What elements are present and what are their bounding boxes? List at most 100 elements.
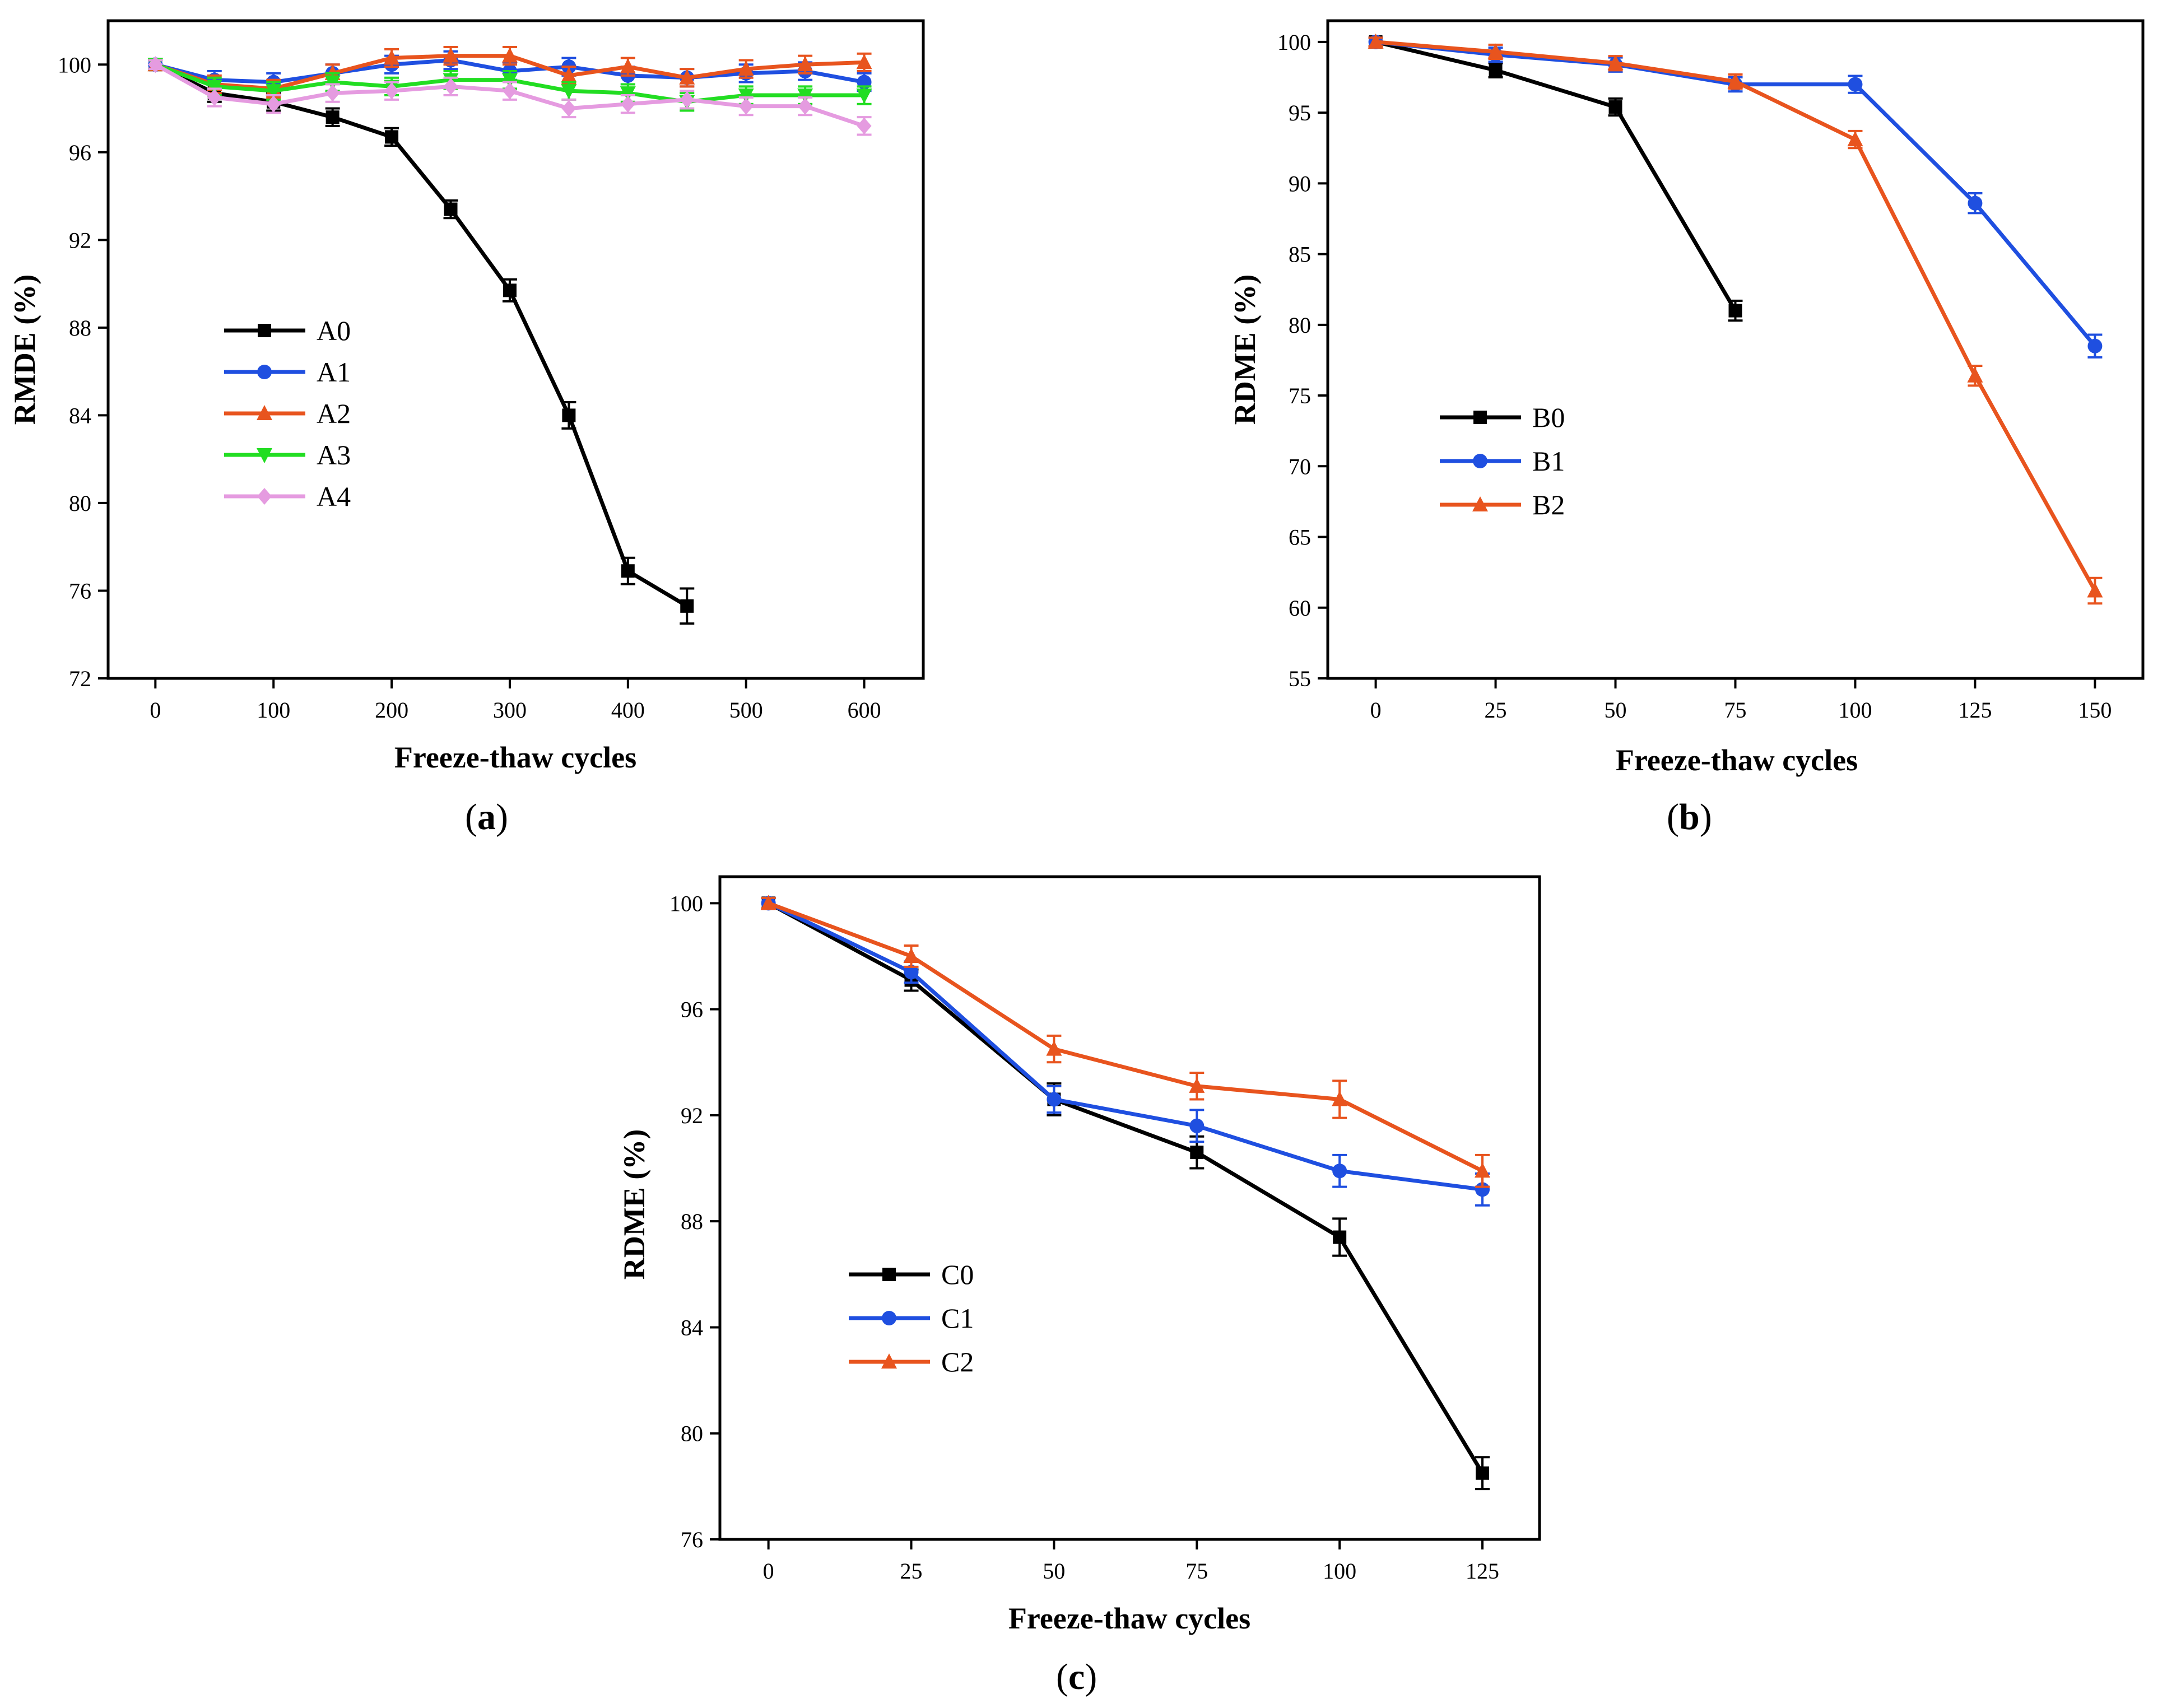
legend-label-B0: B0 [1532,402,1565,433]
point-C2 [1332,1091,1348,1106]
point-C2 [760,895,776,910]
panel-a: 0 100 200 300 400 500 600 72 76 80 84 88 92 96 100 A0… [8,19,925,837]
x-axis-title-a: Freeze-thaw cycles [394,741,636,774]
point-B2 [1607,54,1624,70]
legend-b: B0 B1 B2 [1440,402,1565,520]
point-B2 [2087,582,2103,598]
legend-label-A3: A3 [317,439,351,471]
panel-b: 0 25 50 75 100 125 150 55 60 65 70 75 80 85 90 95 100 B… [1228,19,2145,837]
y-tick-label: 100 [58,52,91,77]
legend-marker-B0 [1473,411,1487,424]
legend-label-C1: C1 [941,1302,974,1334]
series-line-C1 [768,901,1483,1192]
x-tick-label: 125 [1466,1558,1499,1584]
legend-item-A3: A3 [224,439,351,471]
y-tick-label: 88 [681,1209,703,1234]
point-A4 [680,91,695,108]
x-tick-label: 75 [1185,1558,1208,1584]
legend-marker-C0 [882,1268,896,1281]
legend-label-B1: B1 [1532,445,1565,477]
legend-label-C0: C0 [941,1259,974,1290]
point-C2 [1475,1162,1491,1178]
y-tick-labels-a: 72 76 80 84 88 92 96 100 [58,52,91,691]
series-line-A0 [154,63,689,608]
legend-item-A2: A2 [224,398,351,429]
legend-item-A4: A4 [224,481,351,512]
legend-item-C2: C2 [849,1346,974,1377]
x-tick-label: 0 [150,697,161,723]
point-A4 [857,117,872,134]
y-tick-label: 84 [681,1315,703,1340]
point-A4 [325,85,340,102]
point-A3 [620,86,636,102]
point-B1 [2087,338,2103,353]
data-series-b [1368,33,2103,605]
y-tick-label: 84 [69,403,91,428]
point-A3 [856,89,872,104]
panel-letter-c: c [1068,1656,1085,1697]
point-A2 [443,47,459,63]
point-C0 [1476,1466,1490,1480]
legend-item-A0: A0 [224,315,351,346]
y-axis-title-c: RDME (%) [617,1129,651,1279]
tick-marks-c [710,902,1484,1549]
legend-label-B2: B2 [1532,489,1565,520]
point-A2 [856,54,872,69]
x-tick-label: 100 [1323,1558,1356,1584]
point-A0 [503,283,517,297]
point-C0 [1190,1146,1204,1160]
x-tick-label: 125 [1958,697,1992,723]
x-tick-label: 50 [1605,697,1627,723]
y-tick-label: 95 [1289,100,1311,125]
legend-item-A1: A1 [224,356,351,388]
point-C2 [1189,1077,1205,1093]
legend-marker-C2 [881,1353,897,1369]
y-tick-label: 88 [69,315,91,341]
point-A3 [266,84,282,100]
legend-marker-B2 [1472,496,1488,511]
point-A4 [443,78,458,95]
legend-c: C0 C1 C2 [849,1259,974,1377]
tick-marks-b [1318,40,2096,688]
x-tick-label: 25 [1485,697,1507,723]
y-tick-label: 96 [681,997,703,1022]
panel-c: 0 25 50 75 100 125 76 80 84 88 92 96 100 C0 C1 C2 Fre… [617,875,1541,1697]
point-B1 [1848,77,1863,92]
legend-item-B0: B0 [1440,402,1565,433]
x-tick-label: 50 [1043,1558,1065,1584]
x-tick-label: 400 [611,697,645,723]
y-tick-label: 70 [1289,454,1311,479]
legend-label-C2: C2 [941,1346,974,1377]
point-A3 [501,73,518,89]
y-tick-label: 90 [1289,171,1311,196]
panel-label-a: (a) [465,797,508,837]
point-A4 [620,95,635,113]
panel-label-b: (b) [1667,797,1712,837]
point-A0 [444,202,458,216]
series-A3 [147,58,872,112]
point-A2 [679,69,695,85]
x-tick-labels-c: 0 25 50 75 100 125 [763,1558,1499,1584]
series-line-B0 [1375,40,1737,312]
x-tick-label: 0 [1370,697,1382,723]
series-line-C2 [768,901,1484,1173]
plot-frame-c [718,875,1541,1541]
point-B0 [1608,100,1622,114]
x-tick-label: 500 [729,697,763,723]
legend-marker-A2 [257,405,272,420]
point-B1 [1968,196,1983,211]
y-tick-label: 100 [669,891,703,916]
point-A0 [621,564,635,578]
legend-label-A0: A0 [317,315,351,346]
point-A0 [680,599,694,613]
legend-marker-A1 [257,365,272,379]
legend-label-A2: A2 [317,398,351,429]
panel-letter-a: a [477,797,496,837]
point-A2 [620,58,636,74]
y-tick-label: 80 [69,491,91,516]
y-tick-label: 76 [69,578,91,603]
x-tick-label: 100 [257,697,290,723]
y-tick-label: 60 [1289,595,1311,621]
point-A2 [561,67,577,82]
y-tick-label: 96 [69,140,91,165]
